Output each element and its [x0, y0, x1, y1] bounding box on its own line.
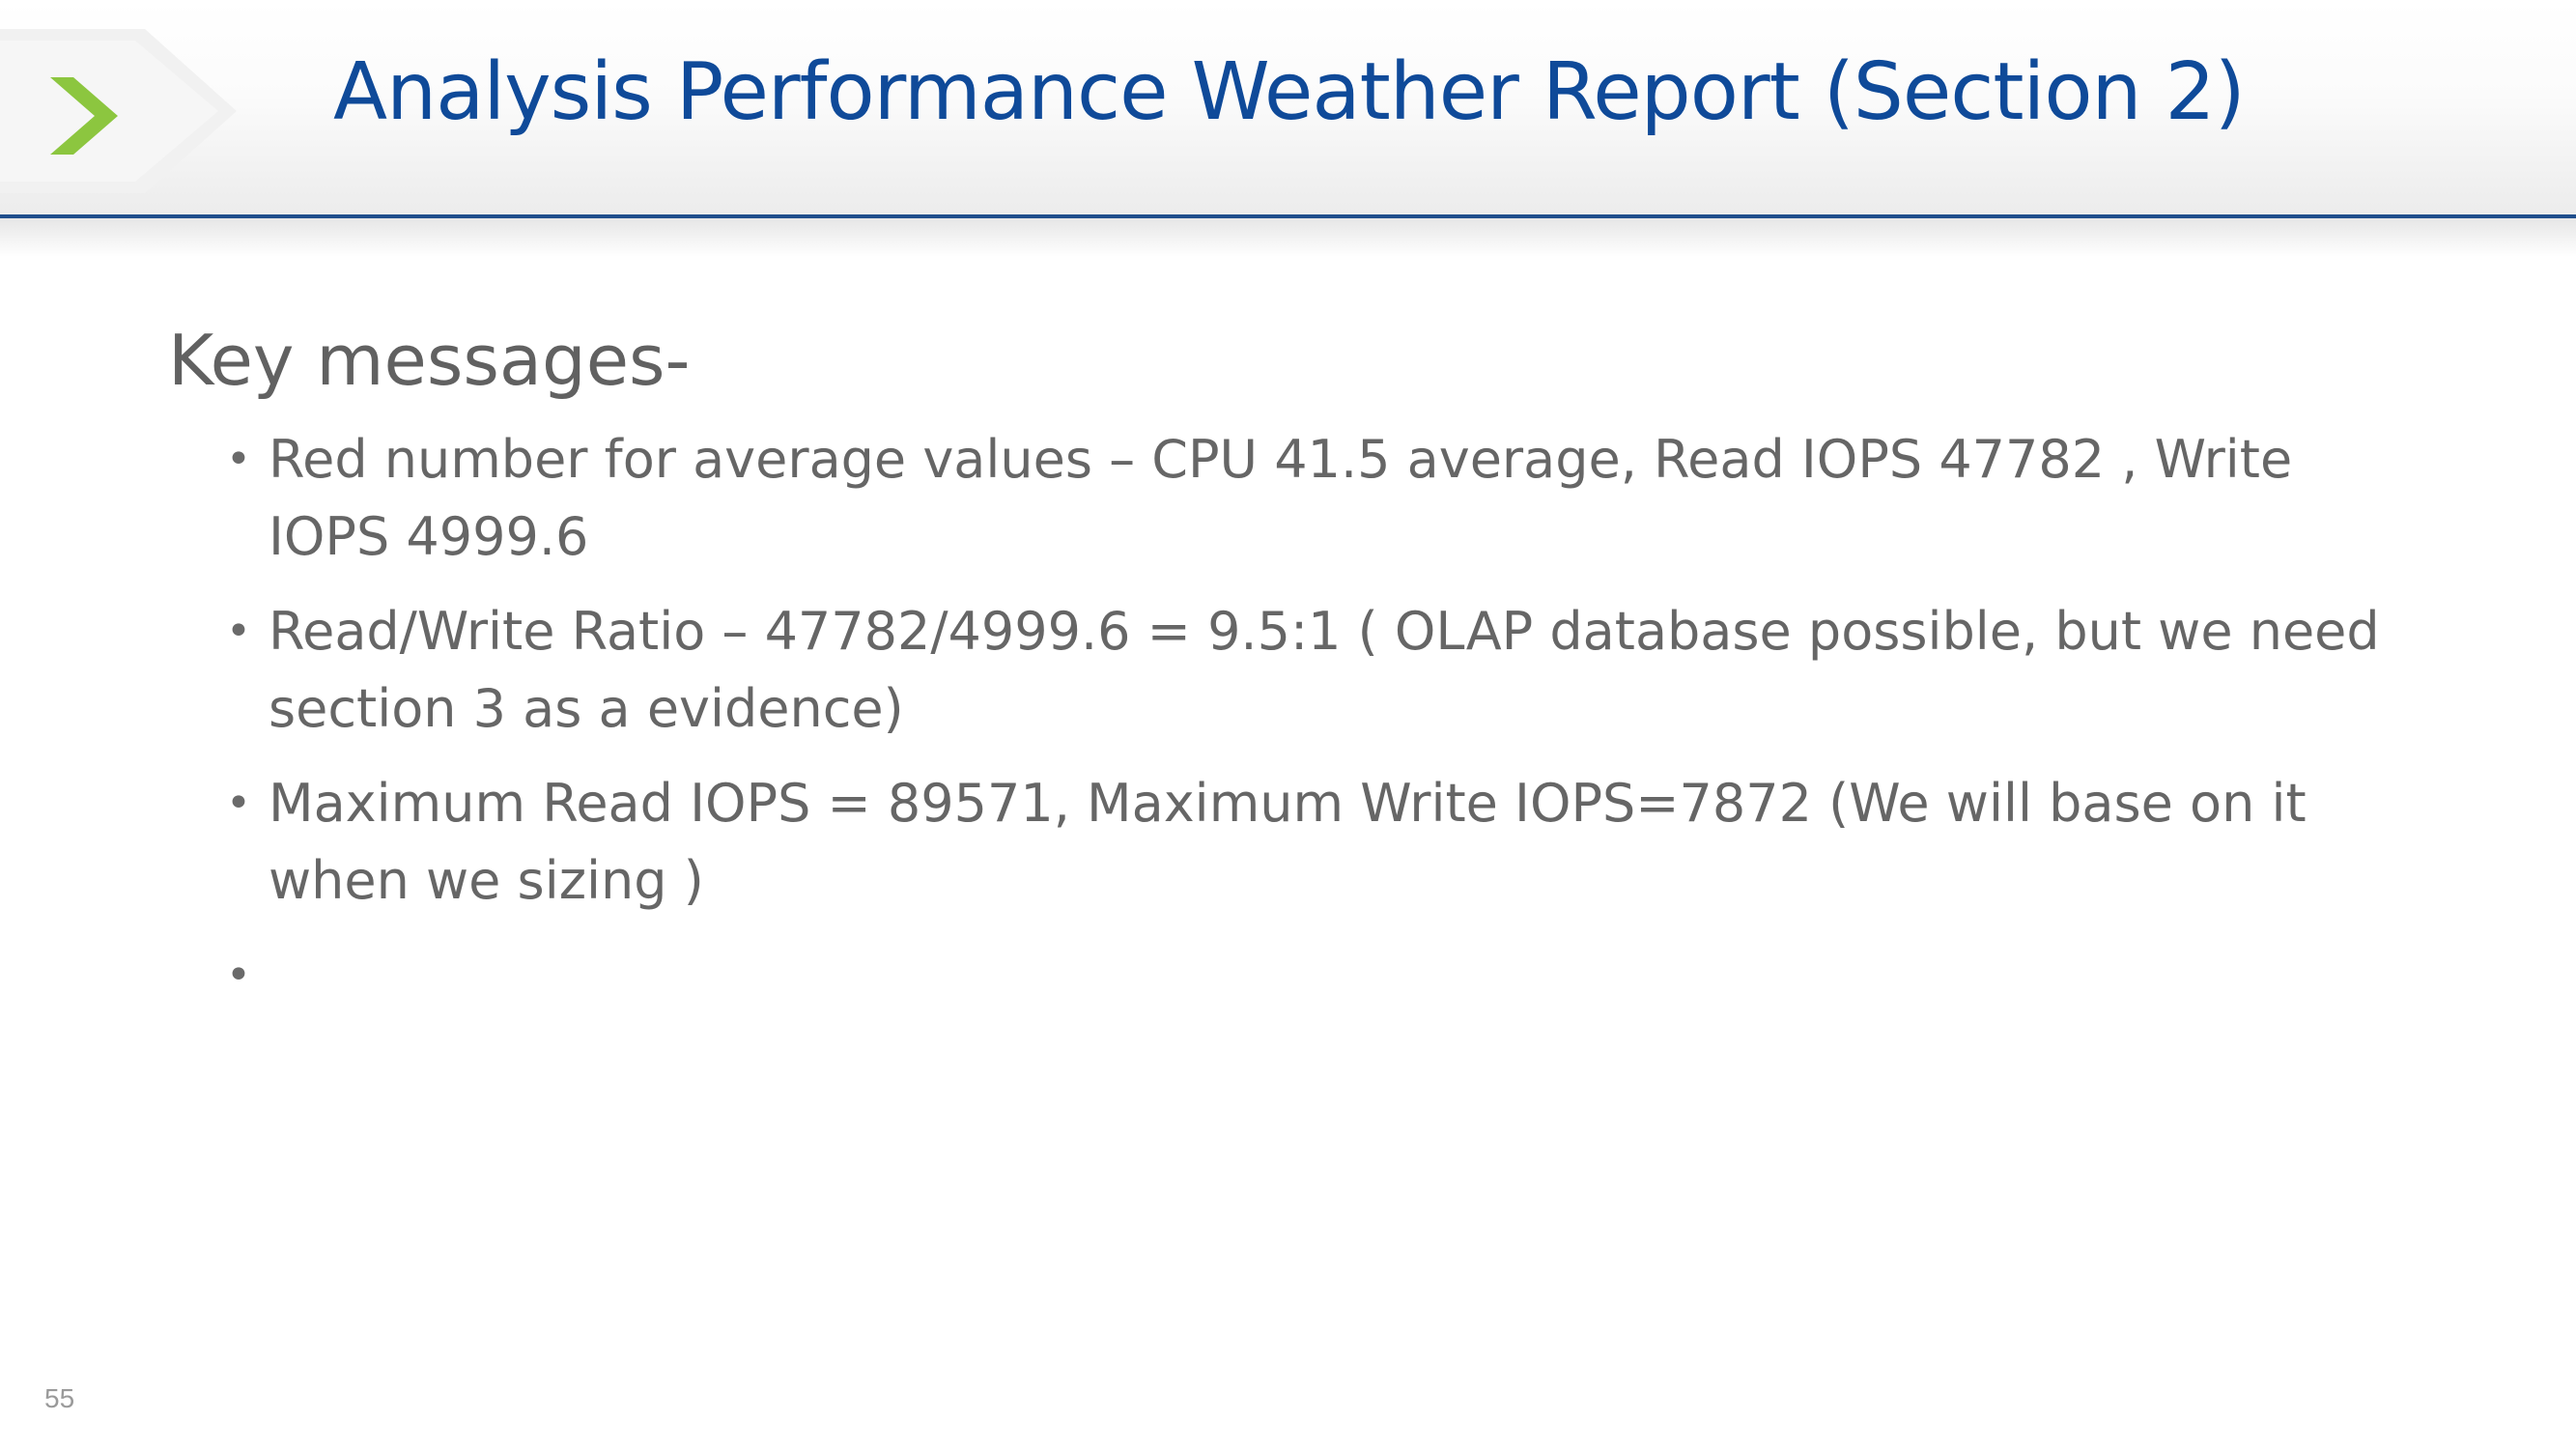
- bullet-item: • Red number for average values – CPU 41…: [168, 421, 2419, 576]
- bullet-item: • Maximum Read IOPS = 89571, Maximum Wri…: [168, 765, 2419, 920]
- bullet-dot-icon: •: [226, 607, 251, 656]
- bullet-dot-icon: •: [226, 779, 251, 828]
- bullet-dot-icon: •: [226, 435, 251, 484]
- slide-body: Key messages- • Red number for average v…: [168, 307, 2438, 1032]
- header-shadow: [0, 218, 2576, 257]
- bullet-text: Maximum Read IOPS = 89571, Maximum Write…: [269, 773, 2307, 911]
- page-number: 55: [44, 1383, 75, 1413]
- chevron-right-icon: [0, 29, 237, 193]
- bullet-list: • Red number for average values – CPU 41…: [168, 421, 2438, 1014]
- key-messages-heading: Key messages-: [168, 320, 691, 401]
- bullet-text: Read/Write Ratio – 47782/4999.6 = 9.5:1 …: [269, 601, 2380, 739]
- bullet-dot-icon: •: [226, 951, 251, 1000]
- slide-title: Analysis Performance Weather Report (Sec…: [333, 46, 2246, 138]
- slide-header: [0, 0, 2576, 214]
- header-divider: [0, 214, 2576, 218]
- bullet-item-empty: •: [168, 937, 2419, 1014]
- bullet-item: • Read/Write Ratio – 47782/4999.6 = 9.5:…: [168, 593, 2419, 748]
- bullet-text: Red number for average values – CPU 41.5…: [269, 429, 2293, 567]
